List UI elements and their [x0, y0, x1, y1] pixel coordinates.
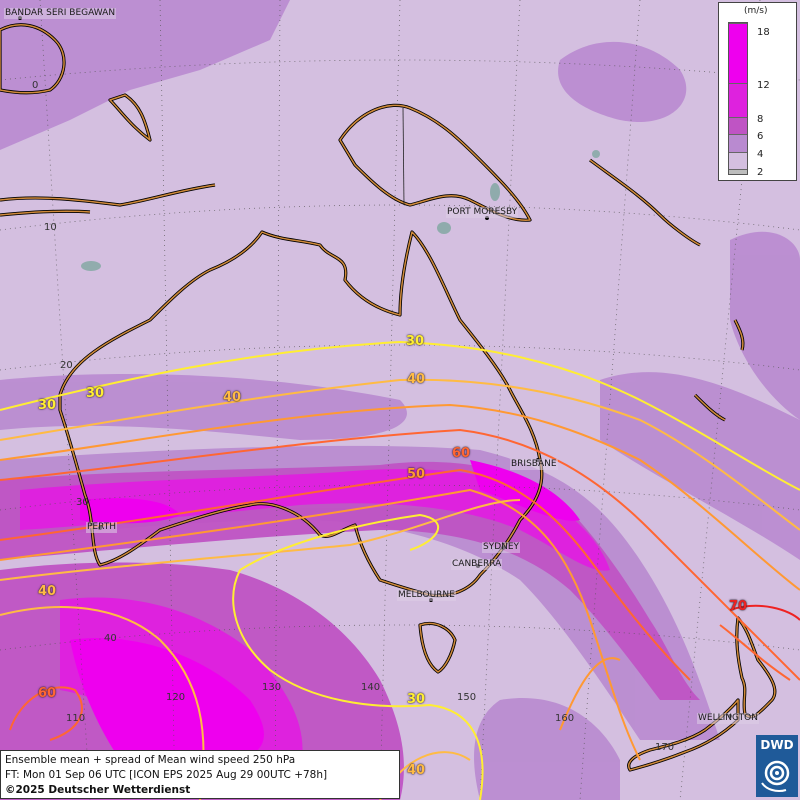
legend-segment-18	[729, 23, 747, 83]
dwd-logo: DWD	[756, 735, 798, 797]
contour-label-30-south: 30	[407, 692, 426, 707]
city-label-canberra: CANBERRA	[451, 559, 503, 570]
contour-60-nz	[719, 624, 791, 681]
contour-50-south	[0, 488, 641, 761]
lon-label-110: 110	[66, 713, 86, 724]
contour-30-south	[239, 513, 440, 571]
contour-60-south	[0, 468, 691, 681]
city-label-sydney: SYDNEY	[482, 542, 521, 553]
legend-segment-4	[729, 152, 747, 169]
contour-label-30-west: 30	[86, 386, 105, 401]
legend-segment-6	[729, 134, 747, 152]
contour-label-60: 60	[452, 446, 471, 461]
info-box: Ensemble mean + spread of Mean wind spee…	[0, 750, 400, 799]
color-legend: (m/s) 18 12 8 6 4 2	[718, 2, 797, 181]
city-label-port-moresby: PORT MORESBY	[446, 207, 519, 218]
lon-label-170: 170	[655, 742, 675, 753]
contour-label-70: 70	[729, 599, 748, 614]
lat-label-0: 0	[32, 80, 39, 91]
legend-tick-12: 12	[757, 80, 770, 91]
legend-unit: (m/s)	[744, 6, 768, 16]
city-label-bandar-seri-begawan: BANDAR SERI BEGAWAN	[4, 8, 117, 19]
legend-segment-2	[729, 169, 747, 174]
dwd-logo-text: DWD	[760, 738, 794, 752]
lat-label-10: 10	[44, 222, 57, 233]
swirl-icon	[761, 760, 790, 793]
legend-tick-18: 18	[757, 27, 770, 38]
city-label-perth: PERTH	[86, 522, 117, 533]
legend-tick-8: 8	[757, 114, 764, 125]
legend-color-bar	[728, 22, 748, 175]
contour-60-north	[0, 428, 800, 681]
contour-50-bottom	[559, 657, 621, 731]
contour-label-30-west2: 30	[38, 398, 57, 413]
contour-label-40-bottom: 40	[407, 763, 426, 778]
info-copyright: ©2025 Deutscher Wetterdienst	[5, 784, 191, 796]
lat-label-40: 40	[104, 633, 117, 644]
contour-30-south2	[232, 569, 484, 800]
contour-label-40-mid: 40	[223, 390, 242, 405]
contour-label-60-sw: 60	[38, 686, 57, 701]
spread-low-patches	[81, 150, 600, 271]
contour-label-30-north: 30	[406, 334, 425, 349]
city-label-melbourne: MELBOURNE	[397, 590, 456, 601]
contour-40-south	[0, 499, 521, 581]
info-forecast-time: FT: Mon 01 Sep 06 UTC [ICON EPS 2025 Aug…	[5, 769, 328, 781]
contour-60-sw	[9, 686, 83, 741]
lon-label-160: 160	[555, 713, 575, 724]
legend-segment-12	[729, 83, 747, 117]
contour-40-sw	[0, 606, 205, 800]
contour-70-nz	[729, 604, 800, 621]
contour-50-north	[0, 403, 800, 591]
contour-label-40-sw: 40	[38, 584, 57, 599]
lon-label-120: 120	[166, 692, 186, 703]
lat-label-30: 30	[76, 497, 89, 508]
city-label-brisbane: BRISBANE	[510, 459, 558, 470]
info-title: Ensemble mean + spread of Mean wind spee…	[5, 754, 296, 766]
lon-label-150: 150	[457, 692, 477, 703]
contour-label-40-east: 40	[407, 372, 426, 387]
city-label-wellington: WELLINGTON	[697, 713, 759, 724]
contour-label-50: 50	[407, 467, 426, 482]
legend-tick-4: 4	[757, 149, 764, 160]
lon-label-130: 130	[262, 682, 282, 693]
legend-tick-6: 6	[757, 131, 764, 142]
legend-segment-8	[729, 117, 747, 134]
lat-label-20: 20	[60, 360, 73, 371]
contour-30-north	[0, 340, 800, 491]
lon-label-140: 140	[361, 682, 381, 693]
legend-tick-2: 2	[757, 167, 764, 178]
contour-40-north	[0, 378, 800, 531]
